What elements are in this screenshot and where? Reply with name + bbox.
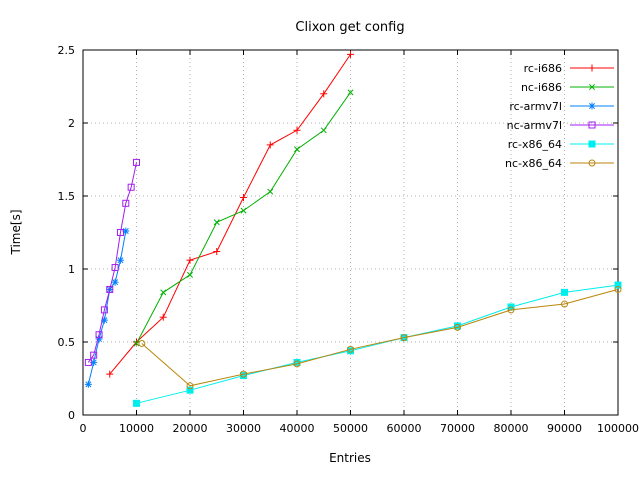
cross-marker [320, 127, 327, 134]
cross-marker [187, 271, 193, 278]
x-tick-label: 90000 [547, 422, 582, 435]
axis-ticks [82, 49, 619, 416]
x-tick-label: 70000 [440, 422, 475, 435]
legend-label: rc-armv7l [509, 100, 562, 113]
x-tick-label: 50000 [333, 422, 368, 435]
legend-entry-nc-x86_64: nc-x86_64 [505, 157, 614, 170]
asterisk-marker [101, 317, 108, 324]
legend-entry-rc-i686: rc-i686 [524, 62, 614, 75]
legend-entry-nc-armv7l: nc-armv7l [507, 119, 614, 132]
square-open-marker [116, 229, 124, 236]
y-tick-label: 1.5 [58, 190, 76, 203]
data-series [84, 50, 622, 407]
square-open-marker [588, 121, 596, 129]
y-tick-label: 1 [68, 263, 75, 276]
legend-entry-rc-x86_64: rc-x86_64 [508, 138, 614, 151]
circle-open-marker [293, 360, 301, 368]
square-open-marker [127, 183, 135, 191]
cross-marker [294, 146, 300, 153]
y-tick-label: 2.5 [58, 44, 76, 57]
cross-marker [267, 188, 274, 195]
series-line [87, 162, 137, 363]
x-tick-label: 40000 [280, 422, 315, 435]
series-line [136, 284, 619, 404]
square-open-marker [90, 351, 98, 359]
x-tick-label: 10000 [119, 422, 154, 435]
square-filled-marker [186, 386, 194, 394]
series-rc-i686 [106, 50, 354, 378]
legend-entry-rc-armv7l: rc-armv7l [509, 100, 614, 113]
series-nc-i686 [133, 89, 354, 347]
circle-open-marker [400, 334, 408, 342]
series-line [141, 288, 619, 387]
cross-marker [133, 340, 140, 347]
asterisk-marker [122, 228, 129, 235]
asterisk-marker [112, 279, 119, 286]
legend-label: rc-i686 [524, 62, 562, 75]
x-tick-label: 80000 [494, 422, 529, 435]
legend-label: nc-armv7l [507, 119, 562, 132]
asterisk-marker [85, 381, 92, 388]
cross-marker [240, 207, 247, 214]
square-open-marker [122, 199, 130, 207]
legend-label: nc-x86_64 [505, 157, 562, 170]
square-open-marker [100, 306, 108, 314]
circle-open-marker [240, 370, 247, 378]
x-tick-label: 100000 [597, 422, 639, 435]
y-tick-label: 0.5 [58, 336, 76, 349]
circle-open-marker [138, 339, 146, 347]
series-rc-x86_64 [133, 281, 622, 407]
series-line [109, 54, 351, 375]
asterisk-marker [589, 103, 595, 109]
y-axis-label: Time[s] [9, 210, 23, 256]
square-open-marker [84, 358, 92, 366]
x-tick-label: 0 [80, 422, 87, 435]
legend-entry-nc-i686: nc-i686 [521, 81, 614, 94]
asterisk-marker [90, 359, 97, 366]
legend-label: rc-x86_64 [508, 138, 562, 151]
y-tick-label: 0 [68, 409, 75, 422]
x-tick-label: 20000 [173, 422, 208, 435]
y-tick-label: 2 [68, 117, 75, 130]
circle-open-marker [588, 159, 596, 167]
legend: rc-i686 nc-i686 rc-armv7l nc-armv7l rc-x86_6… [505, 62, 614, 170]
cross-marker [589, 84, 595, 90]
cross-marker [213, 219, 220, 226]
x-tick-label: 60000 [387, 422, 422, 435]
circle-open-marker [507, 306, 515, 314]
square-filled-marker [561, 288, 568, 296]
circle-open-marker [347, 345, 354, 353]
legend-label: nc-i686 [521, 81, 562, 94]
square-filled-marker [133, 399, 140, 407]
cross-marker [347, 89, 354, 96]
square-open-marker [106, 285, 114, 293]
cross-marker [160, 289, 167, 296]
x-axis-label: Entries [329, 451, 371, 465]
series-nc-armv7l [84, 158, 140, 366]
tick-labels: 0 10000 20000 30000 40000 50000 60000 70000 8000… [58, 44, 640, 435]
plot-border [82, 49, 619, 416]
square-filled-marker [614, 281, 622, 289]
x-tick-label: 30000 [226, 422, 261, 435]
asterisk-marker [117, 257, 124, 264]
circle-open-marker [561, 300, 568, 308]
square-open-marker [111, 264, 119, 272]
circle-open-marker [454, 323, 461, 331]
circle-open-marker [186, 382, 194, 390]
square-open-marker [95, 331, 103, 339]
circle-open-marker [614, 285, 622, 293]
grid-lines [82, 49, 619, 416]
plot-frame [82, 49, 619, 416]
chart-title: Clixon get config [295, 20, 404, 35]
square-open-marker [133, 158, 140, 166]
series-nc-x86_64 [138, 285, 622, 390]
square-filled-marker [588, 140, 596, 148]
